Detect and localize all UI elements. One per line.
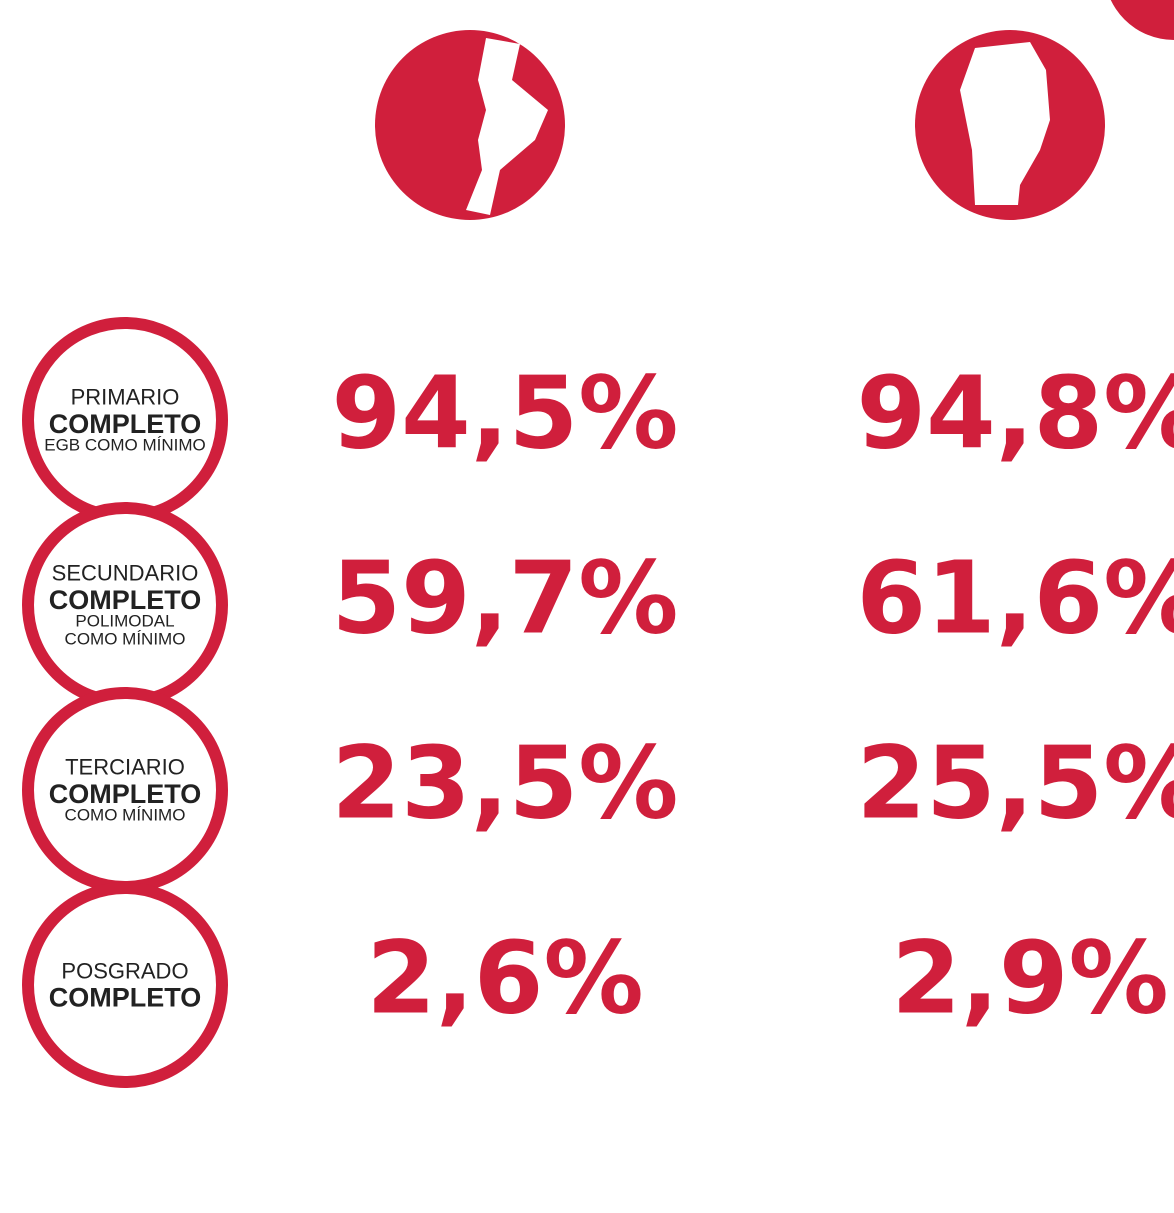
level-label: POLIMODAL xyxy=(75,612,174,631)
level-label-bold: COMPLETO xyxy=(49,779,202,809)
percentage: 2,6% xyxy=(366,919,643,1036)
level-label: PRIMARIO xyxy=(71,384,180,409)
percentage: 94,8% xyxy=(857,354,1174,471)
santa-fe-icon xyxy=(375,30,565,220)
cordoba-icon xyxy=(915,30,1105,220)
level-label: POSGRADO xyxy=(61,958,188,983)
percentage: 23,5% xyxy=(332,724,679,841)
level-label-bold: COMPLETO xyxy=(49,983,202,1013)
level-label-bold: COMPLETO xyxy=(49,409,202,439)
percentage: 59,7% xyxy=(332,539,679,656)
corner-decoration xyxy=(1110,0,1174,40)
percentage: 2,9% xyxy=(891,919,1168,1036)
percentage: 25,5% xyxy=(857,724,1174,841)
level-label-bold: COMPLETO xyxy=(49,585,202,615)
level-label: SECUNDARIO xyxy=(52,561,199,586)
level-label: COMO MÍNIMO xyxy=(65,806,186,825)
level-label: TERCIARIO xyxy=(65,754,185,779)
percentage: 94,5% xyxy=(332,354,679,471)
level-badge xyxy=(22,882,228,1088)
level-label: COMO MÍNIMO xyxy=(65,630,186,649)
level-label: EGB COMO MÍNIMO xyxy=(44,436,206,455)
percentage: 61,6% xyxy=(857,539,1174,656)
